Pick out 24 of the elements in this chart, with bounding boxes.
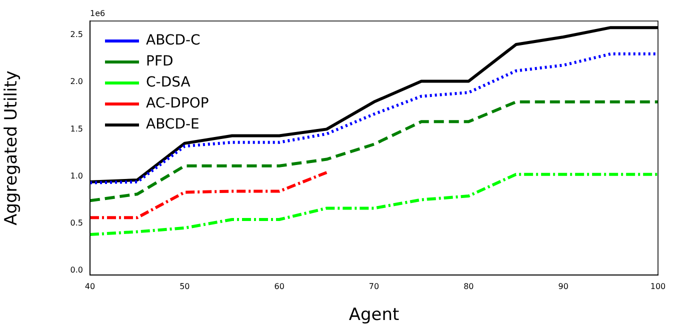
- x-tick-label: 50: [180, 282, 190, 291]
- y-tick-label: 1.5: [70, 124, 83, 134]
- x-tick-label: 60: [274, 282, 284, 291]
- x-tick-label: 100: [650, 282, 666, 291]
- line-series: [90, 52, 658, 184]
- y-tick-label: 2.5: [70, 30, 83, 40]
- text: 1e6: [90, 9, 106, 18]
- legend-label: ABCD-E: [146, 116, 200, 133]
- legend-label: ABCD-C: [146, 32, 201, 49]
- x-tick-label: 40: [84, 282, 96, 291]
- x-tick-label: 80: [464, 282, 474, 291]
- x-tick-label: 90: [558, 282, 568, 291]
- y-tick-label: 0.0: [70, 265, 83, 274]
- legend-label: C-DSA: [146, 74, 191, 91]
- x-tick-label: 70: [368, 282, 380, 291]
- y-tick-label: 0.5: [70, 218, 83, 228]
- legend-label: PFD: [146, 54, 174, 70]
- y-tick-label: 1.0: [70, 171, 83, 180]
- x-axis-title: Agent: [348, 305, 400, 326]
- line-series: [90, 170, 328, 220]
- y-axis-title: Aggregated Utility: [2, 70, 22, 226]
- legend-label: AC-DPOP: [146, 96, 209, 112]
- line-series: [90, 172, 658, 236]
- y-tick-label: 2.0: [70, 77, 83, 86]
